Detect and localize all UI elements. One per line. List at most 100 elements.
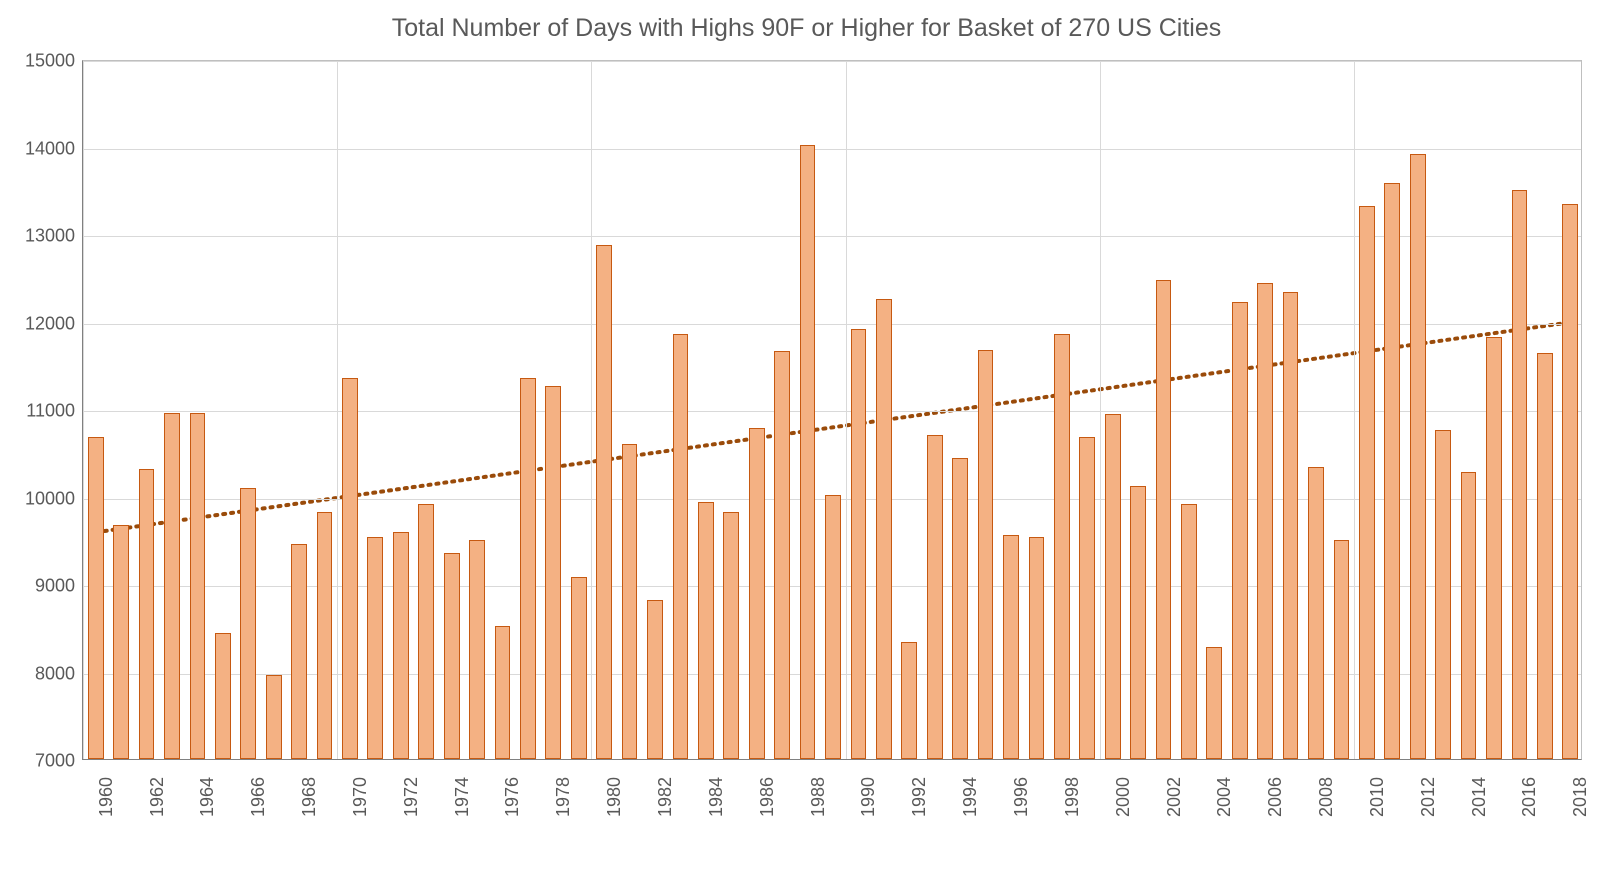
bar [1537, 353, 1553, 759]
y-tick-label: 10000 [25, 488, 75, 509]
chart-container: Total Number of Days with Highs 90F or H… [0, 0, 1613, 882]
x-tick-label: 2004 [1214, 777, 1235, 817]
bar [1283, 292, 1299, 759]
x-tick-label: 2016 [1519, 777, 1540, 817]
gridline-h [83, 61, 1581, 62]
bar [1054, 334, 1070, 759]
bar [1486, 337, 1502, 759]
bar [571, 577, 587, 759]
bar [1206, 647, 1222, 759]
bar [418, 504, 434, 760]
gridline-v [846, 61, 847, 759]
bar [190, 413, 206, 760]
bar [876, 299, 892, 759]
x-tick-label: 1990 [858, 777, 879, 817]
bar [444, 553, 460, 760]
bar [774, 351, 790, 759]
bar [1232, 302, 1248, 759]
gridline-h [83, 411, 1581, 412]
y-tick-label: 9000 [35, 576, 75, 597]
bar [1079, 437, 1095, 759]
bar [139, 469, 155, 760]
x-tick-label: 2008 [1316, 777, 1337, 817]
x-tick-label: 1966 [248, 777, 269, 817]
bar [978, 350, 994, 760]
bar [927, 435, 943, 759]
bar [1156, 280, 1172, 760]
gridline-v [591, 61, 592, 759]
bar [1308, 467, 1324, 759]
y-tick-label: 14000 [25, 138, 75, 159]
gridline-v [1354, 61, 1355, 759]
x-tick-label: 1992 [909, 777, 930, 817]
x-tick-label: 1970 [350, 777, 371, 817]
x-tick-label: 1962 [147, 777, 168, 817]
x-tick-label: 1978 [553, 777, 574, 817]
bar [215, 633, 231, 759]
x-tick-label: 1994 [960, 777, 981, 817]
bar [698, 502, 714, 759]
bar [317, 512, 333, 759]
x-tick-label: 1980 [604, 777, 625, 817]
bar [901, 642, 917, 759]
bar [291, 544, 307, 759]
x-tick-label: 1982 [655, 777, 676, 817]
x-tick-label: 2018 [1570, 777, 1591, 817]
bar [367, 537, 383, 759]
bar [113, 525, 129, 760]
y-tick-label: 15000 [25, 51, 75, 72]
x-tick-label: 1960 [96, 777, 117, 817]
bar [342, 378, 358, 760]
bar [1130, 486, 1146, 759]
bar [825, 495, 841, 759]
chart-title: Total Number of Days with Highs 90F or H… [0, 14, 1613, 43]
bar [673, 334, 689, 759]
x-tick-label: 2014 [1469, 777, 1490, 817]
x-tick-label: 1996 [1011, 777, 1032, 817]
bar [1461, 472, 1477, 759]
bar [266, 675, 282, 759]
x-tick-label: 2000 [1113, 777, 1134, 817]
x-tick-label: 1998 [1062, 777, 1083, 817]
x-tick-label: 1972 [401, 777, 422, 817]
bar [520, 378, 536, 760]
bar [800, 145, 816, 759]
bar [851, 329, 867, 760]
x-tick-label: 1964 [197, 777, 218, 817]
bar [240, 488, 256, 759]
bar [596, 245, 612, 760]
bar [1359, 206, 1375, 759]
bar [1410, 154, 1426, 760]
gridline-h [83, 324, 1581, 325]
y-tick-label: 12000 [25, 313, 75, 334]
bar [723, 512, 739, 759]
x-tick-label: 2010 [1367, 777, 1388, 817]
x-tick-label: 2002 [1164, 777, 1185, 817]
gridline-v [1100, 61, 1101, 759]
bar [647, 600, 663, 759]
x-tick-label: 1974 [452, 777, 473, 817]
bar [749, 428, 765, 759]
x-tick-label: 2006 [1265, 777, 1286, 817]
bar [1512, 190, 1528, 759]
bar [622, 444, 638, 759]
bar [469, 540, 485, 759]
gridline-h [83, 236, 1581, 237]
gridline-h [83, 149, 1581, 150]
x-tick-label: 1976 [502, 777, 523, 817]
bar [1181, 504, 1197, 760]
y-tick-label: 13000 [25, 226, 75, 247]
x-tick-label: 1968 [299, 777, 320, 817]
bar [1384, 183, 1400, 759]
bar [1003, 535, 1019, 759]
y-tick-label: 8000 [35, 663, 75, 684]
y-tick-label: 7000 [35, 751, 75, 772]
bar [1105, 414, 1121, 759]
x-tick-label: 2012 [1418, 777, 1439, 817]
y-tick-label: 11000 [26, 401, 75, 422]
bar [545, 386, 561, 759]
bar [1029, 537, 1045, 759]
gridline-v [83, 61, 84, 759]
bar [1334, 540, 1350, 759]
x-tick-label: 1984 [706, 777, 727, 817]
